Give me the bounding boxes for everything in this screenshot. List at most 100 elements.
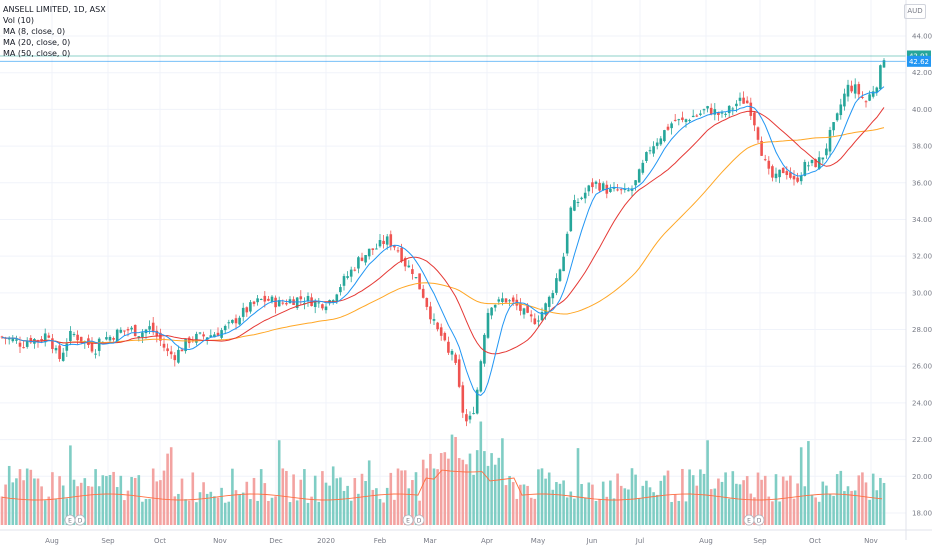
volume-bar: [619, 485, 623, 525]
currency-button[interactable]: AUD: [904, 4, 926, 19]
candle-body: [454, 354, 457, 363]
volume-bar: [684, 501, 688, 525]
candle-body: [331, 300, 335, 303]
candle-body: [403, 258, 407, 267]
candle-body: [792, 176, 796, 180]
candle-body: [69, 330, 72, 342]
volume-bar: [58, 476, 61, 525]
volume-bar: [861, 472, 864, 525]
volume-bar: [353, 478, 357, 525]
x-tick-label: Oct: [809, 537, 821, 545]
candle-body: [43, 333, 47, 343]
candle-body: [724, 113, 727, 115]
candle-body: [58, 345, 61, 359]
legend-ma50[interactable]: MA (50, close, 0): [3, 49, 71, 58]
candle-body: [598, 182, 601, 191]
volume-bar: [537, 469, 540, 525]
volume-bar: [835, 474, 839, 525]
volume-bar: [652, 492, 655, 525]
candle-body: [198, 332, 202, 334]
volume-bar: [191, 472, 195, 525]
candle-body: [22, 347, 25, 349]
volume-bar: [871, 473, 875, 525]
volume-bar: [69, 445, 72, 525]
x-tick-label: Sep: [101, 537, 115, 545]
candle-body: [486, 312, 490, 338]
volume-bar: [263, 483, 267, 525]
legend-vol[interactable]: Vol (10): [3, 16, 34, 25]
volume-bar: [123, 500, 126, 525]
candle-body: [443, 332, 447, 341]
candle-body: [11, 338, 15, 342]
ma20-line: [1, 107, 885, 355]
volume-bar: [213, 496, 216, 525]
candle-body: [159, 332, 162, 341]
candle-body: [245, 307, 249, 313]
moving-averages: [1, 86, 885, 396]
candle-body: [227, 322, 231, 324]
candle-body: [821, 157, 825, 160]
volume-bar: [799, 447, 803, 525]
candle-body: [763, 159, 767, 161]
candle-body: [112, 338, 115, 340]
legend-symbol[interactable]: ANSELL LIMITED, 1D, ASX: [3, 5, 106, 14]
candle-body: [418, 273, 421, 290]
volume-bar: [231, 468, 234, 525]
volume-bar: [274, 496, 277, 525]
volume-bar: [720, 481, 724, 525]
candle-body: [259, 298, 263, 300]
candle-body: [529, 314, 533, 317]
candle-body: [29, 337, 33, 343]
candle-body: [385, 236, 389, 245]
legend: ANSELL LIMITED, 1D, ASX Vol (10) MA (8, …: [3, 4, 106, 59]
candle-body: [573, 200, 576, 211]
candle-body: [835, 113, 839, 121]
volume-bar: [421, 459, 425, 525]
candle-body: [648, 150, 652, 152]
candle-body: [436, 322, 439, 330]
candle-body: [360, 257, 364, 261]
volume-bar: [612, 498, 616, 525]
volume-bar: [166, 453, 169, 525]
volume-bar: [205, 493, 209, 525]
candle-body: [353, 269, 357, 271]
volume-bar: [781, 476, 785, 525]
legend-ma20[interactable]: MA (20, close, 0): [3, 38, 71, 47]
volume-bar: [79, 482, 83, 525]
volume-bar: [11, 482, 15, 525]
candle-body: [565, 233, 569, 254]
volume-bar: [425, 468, 429, 525]
volume-bar: [119, 475, 123, 525]
candle-body: [475, 389, 479, 414]
time-axis[interactable]: Aug Sep Oct Nov Dec 2020 Feb Mar Apr May Jun Jul Aug…: [45, 537, 878, 545]
volume-bar: [551, 489, 555, 525]
volume-bar: [324, 482, 328, 525]
volume-bars: [0, 421, 886, 525]
candle-body: [569, 207, 573, 232]
candle-body: [425, 298, 429, 307]
y-tick-label: 26.00: [912, 363, 932, 371]
candle-body: [472, 413, 475, 415]
candle-body: [637, 169, 641, 183]
candle-body: [195, 333, 198, 343]
volume-bar: [796, 483, 799, 525]
volume-bar: [313, 475, 317, 525]
candle-body: [825, 148, 828, 156]
legend-ma8[interactable]: MA (8, close, 0): [3, 27, 66, 36]
volume-bar: [706, 440, 709, 525]
y-tick-label: 22.00: [912, 436, 932, 444]
volume-bar: [33, 478, 36, 525]
volume-bar: [306, 502, 310, 525]
volume-bar: [97, 486, 101, 525]
candle-body: [25, 341, 29, 347]
candle-body: [105, 337, 108, 340]
y-tick-label: 18.00: [912, 510, 932, 518]
candle-body: [97, 338, 101, 351]
candle-body: [61, 352, 65, 361]
candle-body: [263, 295, 267, 302]
candle-body: [123, 330, 126, 332]
candle-body: [796, 177, 799, 182]
